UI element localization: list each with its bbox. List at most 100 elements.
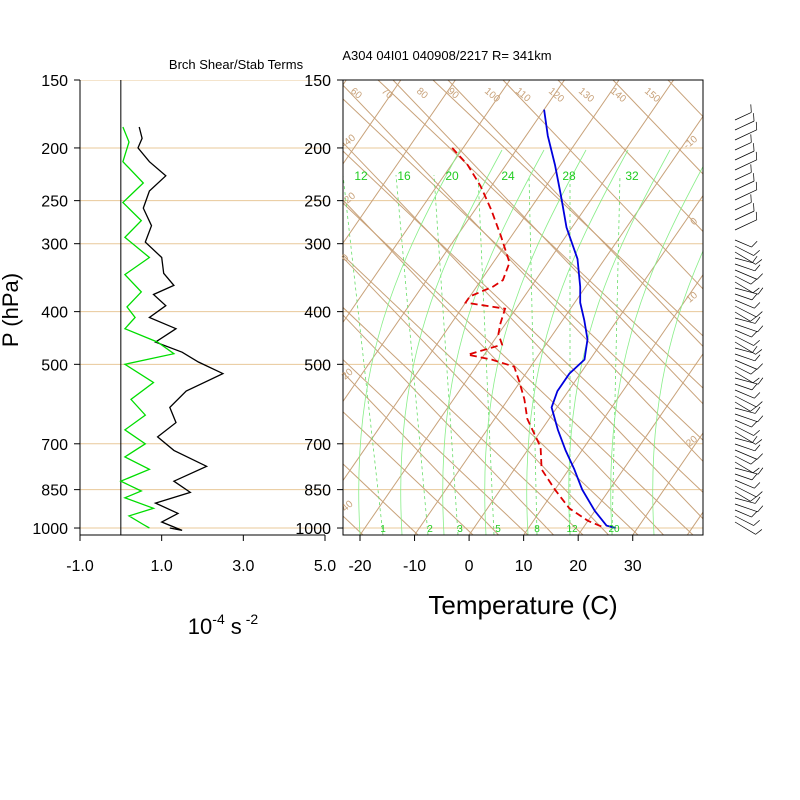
wind-barb-staff [734, 323, 758, 333]
wind-barb-staff [734, 467, 759, 475]
dry-adiabat-label-4: 40 [340, 498, 356, 514]
wind-barb-flag [751, 293, 758, 301]
dry-adiabat-label-2: 0 [340, 252, 352, 264]
wind-barb-flag [750, 496, 757, 502]
wind-barb-staff [734, 335, 754, 346]
wind-barb-flag [754, 354, 761, 362]
wind-barb-staff [734, 311, 751, 322]
wind-barb-flag [752, 467, 760, 474]
wind-barb-flag [754, 302, 761, 309]
moist-adiabat-4 [502, 80, 703, 290]
left-series-line-1 [119, 126, 176, 529]
wind-barb-staff [734, 275, 752, 285]
mixing-ratio-bottom-label-5: 12 [566, 524, 578, 535]
right-ytick-label-150: 150 [304, 73, 331, 90]
wind-barb-flag [757, 377, 764, 385]
wind-barb-flag [750, 278, 758, 285]
isotherm--20 [359, 80, 674, 535]
wind-barb-flag [757, 467, 764, 475]
wind-barb-flag [757, 325, 764, 333]
wind-barb-staff [734, 383, 753, 391]
wind-barb-staff [734, 150, 755, 161]
mixing-ratio-bottom-label-3: 5 [495, 524, 501, 535]
wind-barb-flag [755, 181, 758, 190]
wind-barb-flag [751, 383, 758, 391]
wind-barb-staff [734, 413, 758, 423]
isotherm-0 [468, 194, 703, 535]
mixing-ratio-bottom-label-6: 20 [608, 524, 620, 535]
sat-adiabat-5 [568, 149, 671, 535]
wind-barb-staff [734, 395, 757, 408]
wind-barb-staff [734, 389, 755, 399]
wind-barb-staff [734, 219, 757, 231]
dry-adiabat-label-5: -10 [682, 134, 700, 152]
mixing-ratio-bottom-label-4: 8 [534, 524, 540, 535]
dry-adiabat-10 [343, 202, 694, 535]
moist-adiabat-6 [612, 80, 703, 175]
wind-barb-flag [751, 421, 758, 428]
wind-barb-flag [754, 392, 761, 399]
sat-adiabat-4 [526, 149, 629, 535]
wind-barb-staff [734, 359, 758, 370]
wind-barb-flag [751, 331, 758, 338]
wind-barb-staff [734, 317, 756, 324]
moist-adiabat-5 [557, 80, 703, 233]
left-ytick-label-150: 150 [41, 73, 68, 90]
isotherm--30 [343, 80, 620, 482]
right-xtick-label-3: 10 [515, 558, 533, 575]
right-title: A304 04I01 040908/2217 R= 341km [342, 48, 551, 63]
left-y-axis-label: P (hPa) [0, 273, 23, 347]
wind-barb-staff [734, 347, 753, 353]
wind-barb-flag [753, 519, 760, 526]
wind-barb-flag [757, 505, 764, 513]
wind-barb-staff [734, 189, 757, 201]
right-ytick-label-500: 500 [304, 357, 331, 374]
mixing-ratio-line-3 [477, 174, 495, 535]
wind-barb-flag [750, 316, 757, 322]
skewt-frame [342, 79, 704, 536]
isotherm-label-90: 90 [445, 86, 461, 102]
wind-barb-staff [734, 129, 757, 141]
wind-barb-staff [734, 365, 752, 375]
wind-barb-flag [752, 345, 758, 353]
dry-adiabat-6 [343, 411, 474, 535]
wind-barb-staff [734, 120, 755, 131]
mixing-ratio-line-0 [343, 174, 384, 535]
dry-adiabat-12 [343, 98, 703, 441]
moist-adiabat--3 [343, 314, 555, 535]
wind-barb-flag [750, 368, 758, 375]
wind-barb-staff [734, 473, 753, 481]
wind-barbs [734, 104, 764, 535]
dry-adiabat-7 [343, 358, 529, 535]
wind-barb-flag [753, 339, 760, 346]
right-y-tick-labels: 150 200 250 300 400 500 700 850 1000 [295, 73, 343, 538]
isotherm-label-70: 70 [379, 86, 395, 102]
wind-barb-staff [734, 509, 752, 518]
wind-barb-flag [753, 203, 755, 212]
wind-barb-flag [753, 113, 755, 122]
wind-barb-staff [734, 281, 754, 294]
skewt-background-lines [343, 80, 703, 535]
isotherm-labels: 60 70 80 90 100 110 120 130 140 150-40-2002040-10… [340, 86, 700, 514]
wind-barb-staff [734, 401, 751, 412]
wind-barb-flag [754, 444, 761, 452]
dry-adiabat-9 [343, 254, 639, 535]
wind-barb-flag [753, 429, 760, 436]
right-xtick-label-5: 30 [624, 558, 642, 575]
wind-barb-flag [755, 121, 758, 130]
left-ytick-label-200: 200 [41, 141, 68, 158]
wind-barb-flag [756, 453, 763, 460]
wind-barb-staff [734, 377, 759, 385]
isotherm-label-60: 60 [348, 86, 364, 102]
sat-adiabat-0 [358, 149, 461, 535]
wind-barb-staff [734, 407, 756, 414]
mixing-ratio-label-20: 20 [445, 169, 459, 183]
wind-barb-flag [751, 511, 758, 518]
left-x-label-exp2: -2 [246, 611, 259, 627]
wind-barb-flag [755, 259, 763, 265]
wind-barb-staff [734, 239, 752, 248]
wind-barb-staff [734, 172, 752, 181]
left-series [119, 126, 225, 532]
mixing-ratio-bottom-label-2: 3 [457, 524, 463, 535]
wind-barb-staff [734, 263, 755, 272]
